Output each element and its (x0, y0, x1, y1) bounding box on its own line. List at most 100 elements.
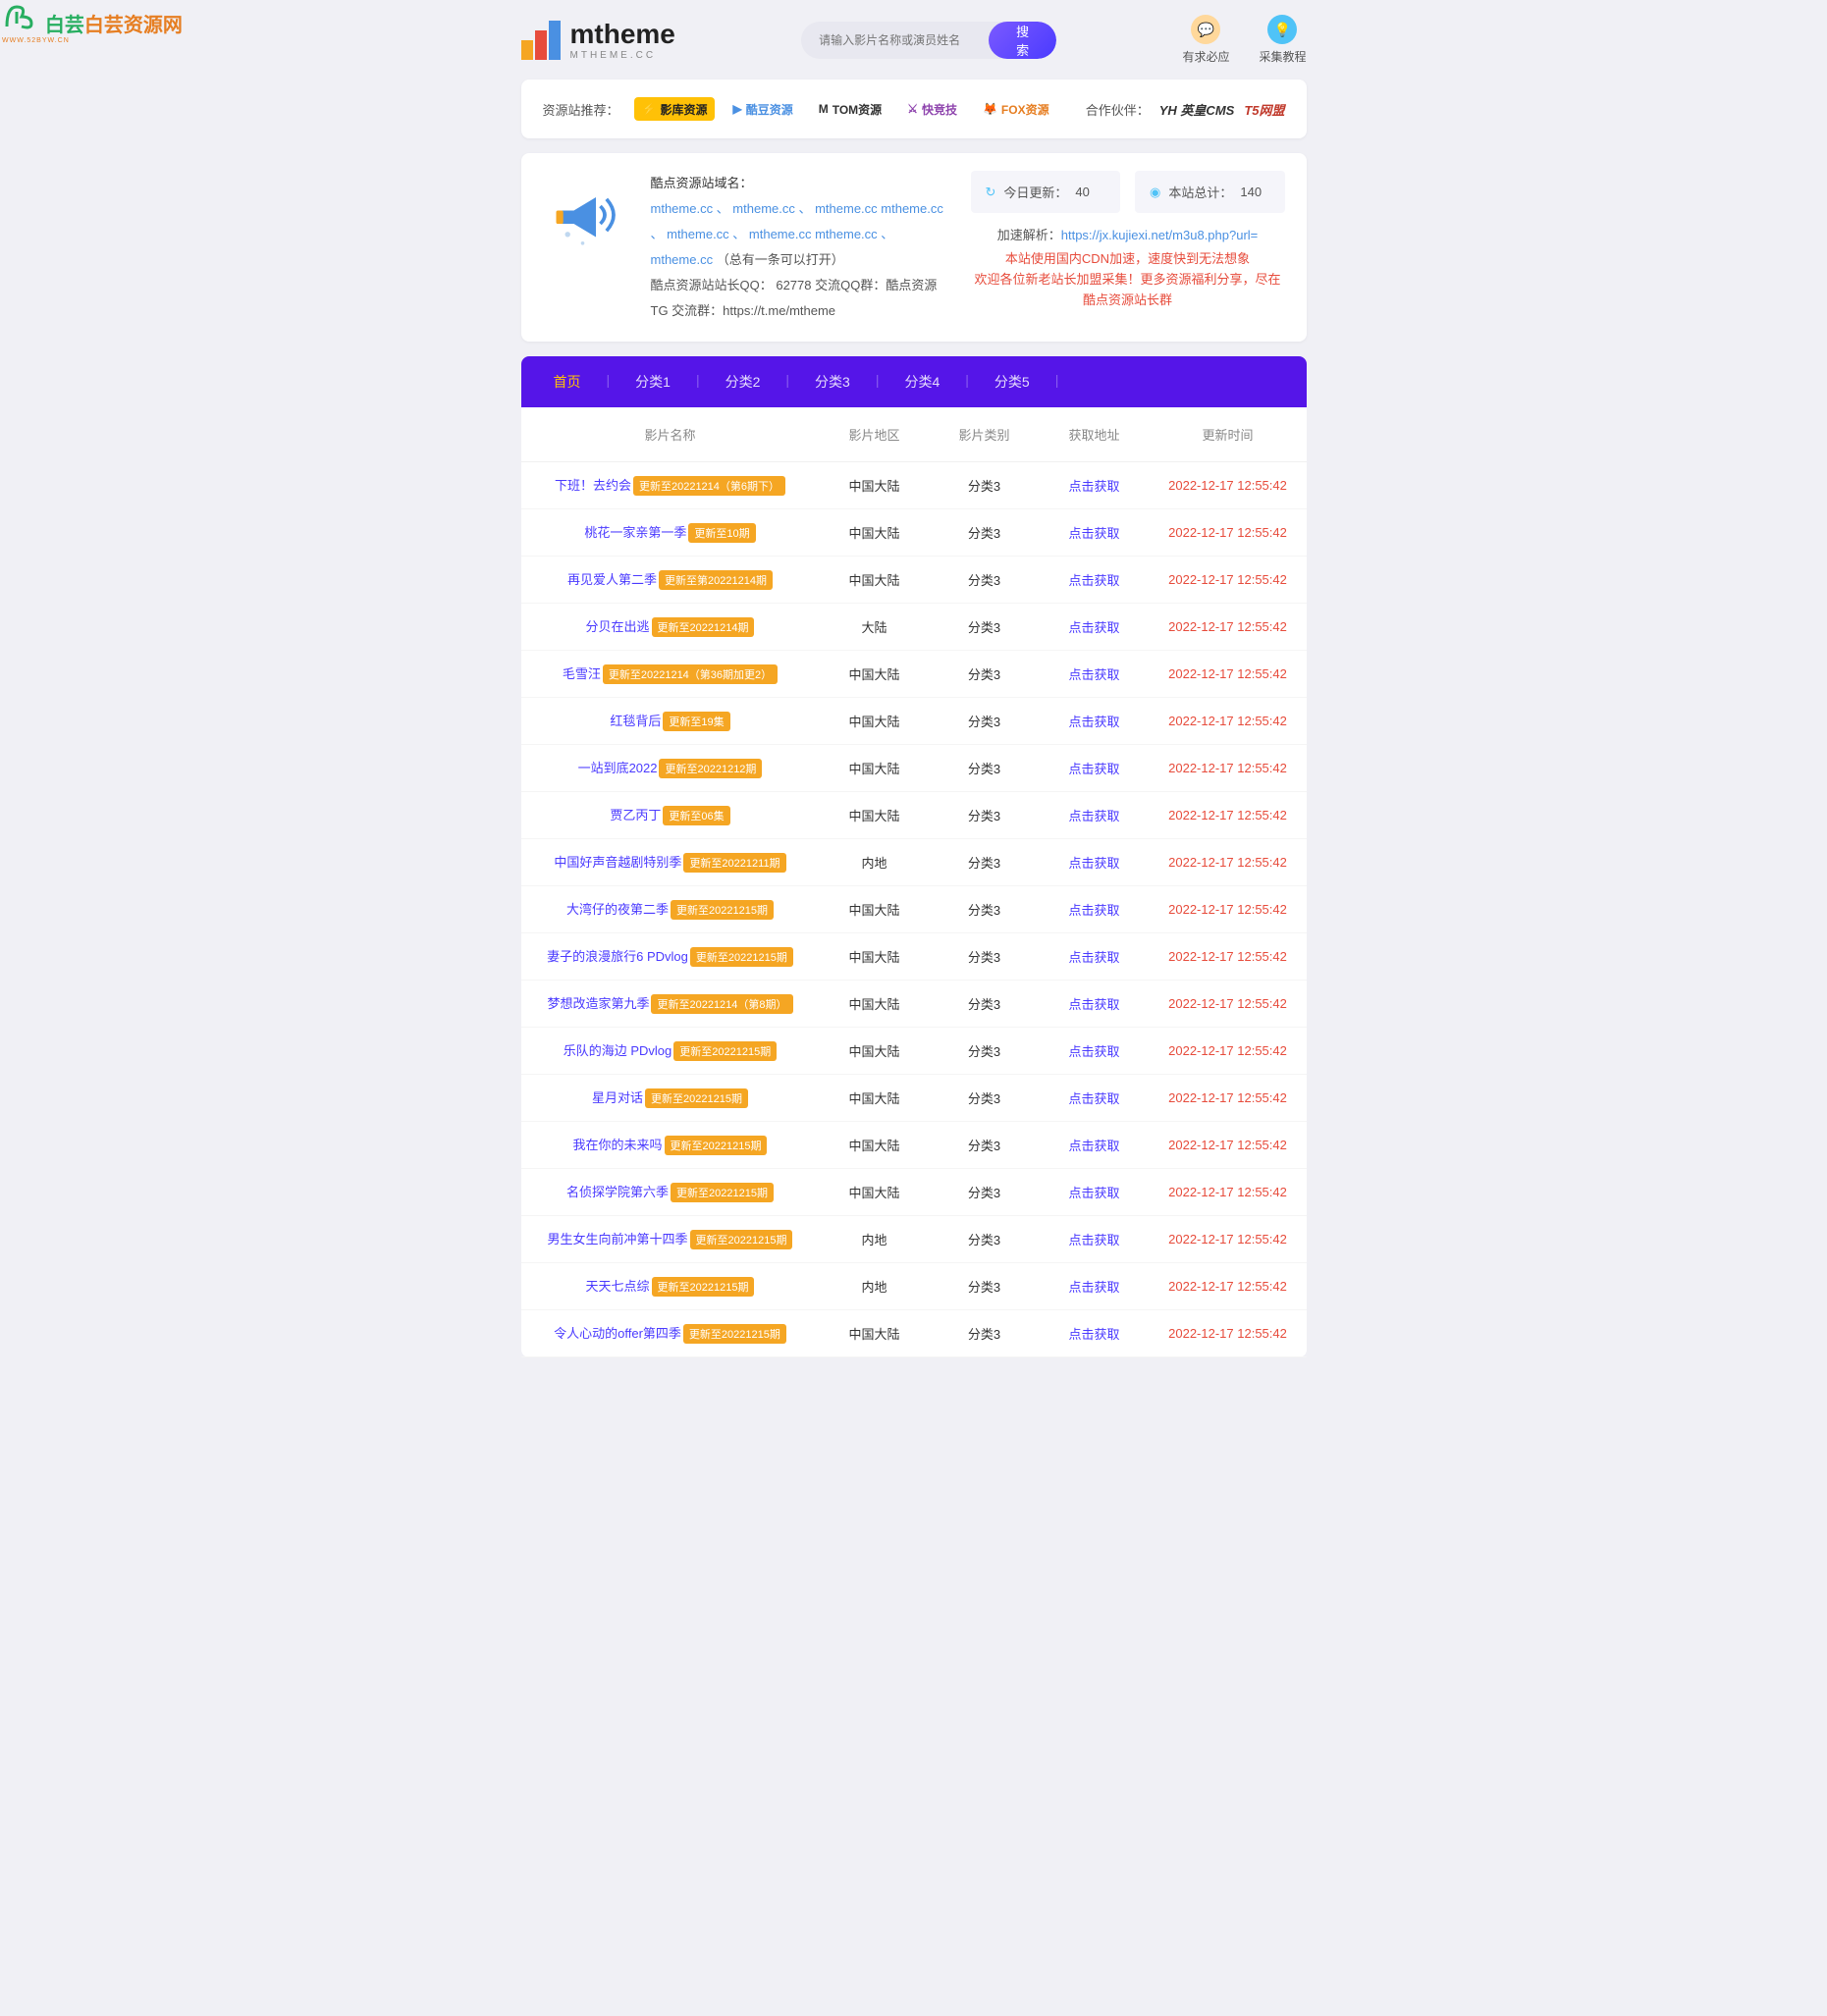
nav-item-3[interactable]: 分类3 (797, 356, 868, 407)
get-link[interactable]: 点击获取 (1068, 1186, 1119, 1200)
video-title-link[interactable]: 天天七点综 (586, 1279, 650, 1294)
table-header: 获取地址 (1040, 407, 1150, 462)
table-row: 中国好声音越剧特别季更新至20221211期 内地 分类3 点击获取 2022-… (521, 839, 1307, 886)
nav-item-0[interactable]: 首页 (536, 356, 599, 407)
stat-total-label: 本站总计： (1168, 183, 1232, 201)
get-link[interactable]: 点击获取 (1068, 1091, 1119, 1106)
get-link[interactable]: 点击获取 (1068, 1233, 1119, 1247)
region-cell: 中国大陆 (820, 933, 930, 981)
region-cell: 中国大陆 (820, 509, 930, 557)
update-tag: 更新至19集 (663, 712, 729, 731)
get-link[interactable]: 点击获取 (1068, 1280, 1119, 1295)
table-row: 乐队的海边 PDvlog更新至20221215期 中国大陆 分类3 点击获取 2… (521, 1028, 1307, 1075)
get-link[interactable]: 点击获取 (1068, 762, 1119, 776)
nav-item-4[interactable]: 分类4 (887, 356, 957, 407)
video-title-link[interactable]: 大湾仔的夜第二季 (566, 902, 669, 917)
video-title-link[interactable]: 梦想改造家第九季 (547, 996, 649, 1011)
search-button[interactable]: 搜索 (989, 22, 1056, 59)
video-title-link[interactable]: 毛雪汪 (563, 666, 601, 681)
recommend-badge[interactable]: ▶酷豆资源 (725, 97, 800, 121)
video-title-link[interactable]: 令人心动的offer第四季 (554, 1326, 681, 1341)
video-title-link[interactable]: 我在你的未来吗 (573, 1138, 663, 1152)
parse-label: 加速解析： (997, 228, 1061, 242)
get-link[interactable]: 点击获取 (1068, 809, 1119, 823)
time-cell: 2022-12-17 12:55:42 (1168, 996, 1287, 1011)
region-cell: 中国大陆 (820, 1122, 930, 1169)
badge-text: 影库资源 (660, 101, 707, 118)
stat-total-value: 140 (1240, 185, 1262, 199)
tutorial-link[interactable]: 💡采集教程 (1259, 15, 1306, 65)
get-link[interactable]: 点击获取 (1068, 1044, 1119, 1059)
video-title-link[interactable]: 下班！去约会 (555, 478, 631, 493)
get-link[interactable]: 点击获取 (1068, 856, 1119, 871)
video-title-link[interactable]: 贾乙丙丁 (610, 808, 661, 822)
partner-link[interactable]: T5网盟 (1244, 100, 1284, 119)
get-link[interactable]: 点击获取 (1068, 479, 1119, 494)
header-icon-label: 有求必应 (1182, 48, 1229, 65)
update-tag: 更新至20221215期 (671, 900, 774, 920)
table-row: 再见爱人第二季更新至第20221214期 中国大陆 分类3 点击获取 2022-… (521, 557, 1307, 604)
video-title-link[interactable]: 一站到底2022 (578, 761, 658, 775)
get-link[interactable]: 点击获取 (1068, 573, 1119, 588)
update-tag: 更新至10期 (688, 523, 755, 543)
stat-today: ↻ 今日更新： 40 (971, 171, 1121, 213)
get-link[interactable]: 点击获取 (1068, 997, 1119, 1012)
demand-link[interactable]: 💬有求必应 (1182, 15, 1229, 65)
video-title-link[interactable]: 红毯背后 (610, 714, 661, 728)
region-cell: 中国大陆 (820, 1169, 930, 1216)
get-link[interactable]: 点击获取 (1068, 667, 1119, 682)
nav-item-1[interactable]: 分类1 (618, 356, 688, 407)
type-cell: 分类3 (930, 981, 1040, 1028)
header: mtheme MTHEME.CC 搜索 💬有求必应 💡采集教程 (521, 0, 1307, 80)
get-link[interactable]: 点击获取 (1068, 1139, 1119, 1153)
parse-url[interactable]: https://jx.kujiexi.net/m3u8.php?url= (1061, 228, 1259, 242)
update-tag: 更新至20221215期 (665, 1136, 768, 1155)
video-title-link[interactable]: 桃花一家亲第一季 (584, 525, 686, 540)
get-link[interactable]: 点击获取 (1068, 1327, 1119, 1342)
info-stats: ↻ 今日更新： 40 ◉ 本站总计： 140 加速解析：https://jx.k… (971, 171, 1285, 324)
time-cell: 2022-12-17 12:55:42 (1168, 572, 1287, 587)
nav-item-2[interactable]: 分类2 (708, 356, 779, 407)
search-input[interactable] (801, 22, 989, 59)
get-link[interactable]: 点击获取 (1068, 620, 1119, 635)
get-link[interactable]: 点击获取 (1068, 526, 1119, 541)
region-cell: 内地 (820, 1216, 930, 1263)
recommend-badge[interactable]: ⚔快竞技 (899, 97, 965, 121)
time-cell: 2022-12-17 12:55:42 (1168, 761, 1287, 775)
get-link[interactable]: 点击获取 (1068, 950, 1119, 965)
update-tag: 更新至20221214期 (652, 617, 755, 637)
qq-line: 酷点资源站站长QQ： 62778 交流QQ群：酷点资源 TG 交流群：https… (651, 273, 951, 324)
table-row: 名侦探学院第六季更新至20221215期 中国大陆 分类3 点击获取 2022-… (521, 1169, 1307, 1216)
recommend-badge[interactable]: MTOM资源 (811, 97, 889, 121)
video-title-link[interactable]: 乐队的海边 PDvlog (564, 1043, 672, 1058)
get-link[interactable]: 点击获取 (1068, 903, 1119, 918)
get-link[interactable]: 点击获取 (1068, 715, 1119, 729)
nav-item-5[interactable]: 分类5 (977, 356, 1048, 407)
table-header: 影片地区 (820, 407, 930, 462)
video-title-link[interactable]: 分贝在出逃 (586, 619, 650, 634)
time-cell: 2022-12-17 12:55:42 (1168, 619, 1287, 634)
logo-subtitle: MTHEME.CC (570, 50, 675, 61)
watermark-text: 白芸资源网 (84, 15, 183, 36)
chart-icon: ◉ (1150, 185, 1160, 200)
video-title-link[interactable]: 星月对话 (592, 1090, 643, 1105)
video-title-link[interactable]: 妻子的浪漫旅行6 PDvlog (547, 949, 688, 964)
table-row: 男生女生向前冲第十四季更新至20221215期 内地 分类3 点击获取 2022… (521, 1216, 1307, 1263)
table-row: 一站到底2022更新至20221212期 中国大陆 分类3 点击获取 2022-… (521, 745, 1307, 792)
nav-separator: | (778, 356, 797, 407)
nav-separator: | (599, 356, 618, 407)
type-cell: 分类3 (930, 839, 1040, 886)
red-notice: 本站使用国内CDN加速，速度快到无法想象欢迎各位新老站长加盟采集！更多资源福利分… (971, 249, 1285, 310)
partner-link[interactable]: YH 英皇CMS (1159, 100, 1235, 119)
recommend-badge[interactable]: ⚡影库资源 (634, 97, 716, 121)
logo[interactable]: mtheme MTHEME.CC (521, 19, 675, 61)
type-cell: 分类3 (930, 1216, 1040, 1263)
video-title-link[interactable]: 名侦探学院第六季 (566, 1185, 669, 1199)
recommend-badge[interactable]: 🦊FOX资源 (975, 97, 1057, 121)
video-title-link[interactable]: 中国好声音越剧特别季 (554, 855, 681, 870)
video-title-link[interactable]: 男生女生向前冲第十四季 (548, 1232, 688, 1247)
badge-text: TOM资源 (833, 101, 882, 118)
table-row: 下班！去约会更新至20221214（第6期下） 中国大陆 分类3 点击获取 20… (521, 462, 1307, 509)
time-cell: 2022-12-17 12:55:42 (1168, 525, 1287, 540)
video-title-link[interactable]: 再见爱人第二季 (567, 572, 657, 587)
